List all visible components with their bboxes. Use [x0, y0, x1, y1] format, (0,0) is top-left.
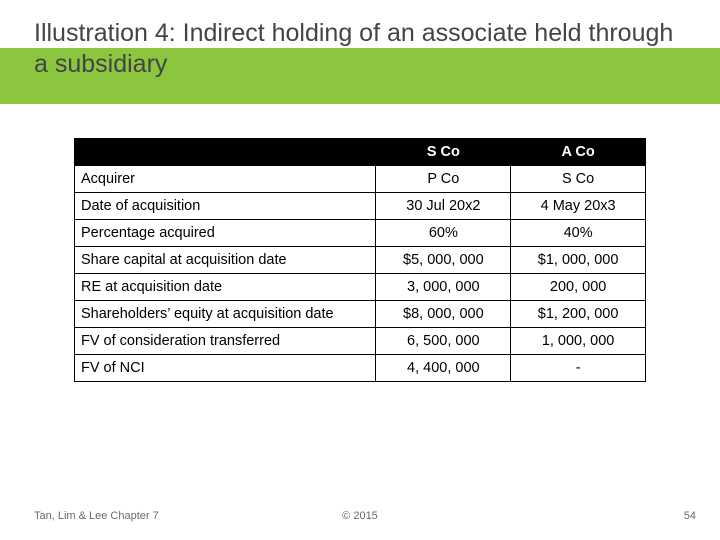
footer-center: © 2015 — [0, 510, 720, 522]
row-val: 1, 000, 000 — [511, 328, 646, 355]
row-val: 60% — [376, 220, 511, 247]
table-row: FV of NCI 4, 400, 000 - — [75, 355, 646, 382]
row-val: $5, 000, 000 — [376, 247, 511, 274]
row-val: 200, 000 — [511, 274, 646, 301]
row-val: 30 Jul 20x2 — [376, 193, 511, 220]
row-label: Date of acquisition — [75, 193, 376, 220]
row-val: - — [511, 355, 646, 382]
table-row: Date of acquisition 30 Jul 20x2 4 May 20… — [75, 193, 646, 220]
row-val: P Co — [376, 166, 511, 193]
row-label: Share capital at acquisition date — [75, 247, 376, 274]
row-val: 40% — [511, 220, 646, 247]
table-row: Percentage acquired 60% 40% — [75, 220, 646, 247]
row-label: RE at acquisition date — [75, 274, 376, 301]
row-label: Shareholders’ equity at acquisition date — [75, 301, 376, 328]
table-row: FV of consideration transferred 6, 500, … — [75, 328, 646, 355]
col-header-sco: S Co — [376, 139, 511, 166]
table-row: Share capital at acquisition date $5, 00… — [75, 247, 646, 274]
row-val: S Co — [511, 166, 646, 193]
row-label: Acquirer — [75, 166, 376, 193]
row-val: $1, 200, 000 — [511, 301, 646, 328]
table-row: Shareholders’ equity at acquisition date… — [75, 301, 646, 328]
row-val: 4, 400, 000 — [376, 355, 511, 382]
row-label: FV of consideration transferred — [75, 328, 376, 355]
footer-page-number: 54 — [684, 510, 696, 522]
row-label: Percentage acquired — [75, 220, 376, 247]
row-label: FV of NCI — [75, 355, 376, 382]
col-header-blank — [75, 139, 376, 166]
row-val: $1, 000, 000 — [511, 247, 646, 274]
acquisition-table: S Co A Co Acquirer P Co S Co Date of acq… — [74, 138, 646, 382]
table-row: RE at acquisition date 3, 000, 000 200, … — [75, 274, 646, 301]
table-row: Acquirer P Co S Co — [75, 166, 646, 193]
col-header-aco: A Co — [511, 139, 646, 166]
row-val: $8, 000, 000 — [376, 301, 511, 328]
row-val: 3, 000, 000 — [376, 274, 511, 301]
row-val: 4 May 20x3 — [511, 193, 646, 220]
row-val: 6, 500, 000 — [376, 328, 511, 355]
slide-title: Illustration 4: Indirect holding of an a… — [34, 18, 694, 81]
